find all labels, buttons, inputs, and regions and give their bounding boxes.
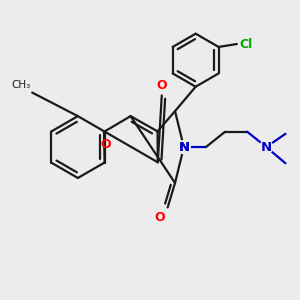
Text: O: O [157,79,167,92]
Text: CH₃: CH₃ [11,80,31,90]
Circle shape [177,141,190,154]
Circle shape [260,141,273,154]
Text: N: N [178,141,189,154]
Text: N: N [178,141,189,154]
Text: Cl: Cl [239,38,253,50]
Text: N: N [261,141,272,154]
Text: O: O [155,211,165,224]
Text: O: O [100,138,111,151]
